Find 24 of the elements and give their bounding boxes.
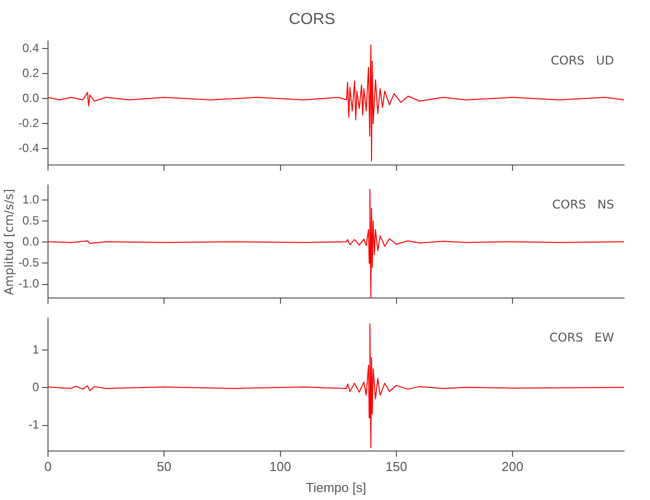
x-tick-label: 200	[502, 459, 524, 474]
annotation: CORS NS	[552, 197, 614, 212]
x-axis-title: Tiempo [s]	[306, 480, 366, 495]
y-tick-label: -0.5	[18, 256, 40, 270]
y-tick-label: 0.0	[22, 90, 40, 105]
y-tick-label: -1.0	[18, 276, 40, 291]
x-tick-label: 100	[269, 459, 292, 474]
y-tick-label: -0.2	[18, 116, 40, 130]
chart-title: CORS	[288, 11, 336, 28]
y-axis-title: Amplitud [cm/s/s]	[2, 188, 16, 295]
annotation: CORS EW	[549, 330, 614, 344]
y-tick-label: 0.5	[22, 213, 40, 228]
y-tick-label: 1.0	[22, 192, 40, 206]
y-tick-label: 0.4	[22, 41, 40, 56]
x-tick-label: 0	[44, 459, 52, 474]
y-tick-label: 0.2	[22, 66, 40, 80]
annotation: CORS UD	[550, 53, 614, 68]
y-tick-label: 1	[32, 342, 40, 356]
y-tick-label: -0.4	[18, 140, 40, 155]
x-tick-label: 150	[386, 459, 408, 474]
y-tick-label: 0	[32, 380, 40, 394]
y-tick-label: -1	[28, 418, 40, 432]
x-tick-label: 50	[156, 459, 172, 474]
y-tick-label: 0.0	[22, 234, 40, 248]
